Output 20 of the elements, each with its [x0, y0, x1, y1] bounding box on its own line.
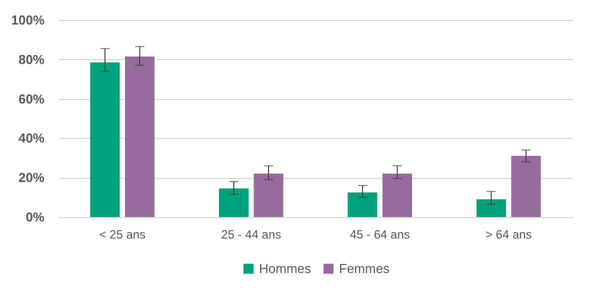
bar — [254, 174, 284, 217]
bar — [218, 188, 249, 217]
y-tick-label: 80% — [18, 52, 45, 67]
y-tick-label: 20% — [18, 170, 45, 186]
bar — [90, 62, 120, 217]
bar — [511, 156, 541, 217]
x-tick-label: 25 - 44 ans — [221, 228, 282, 242]
bar — [382, 174, 412, 217]
x-tick-label: 45 - 64 ans — [350, 228, 410, 242]
y-tick-label: 100% — [11, 12, 45, 28]
bar — [124, 56, 155, 217]
bar — [348, 192, 378, 217]
y-tick-label: 40% — [18, 130, 45, 146]
y-tick-label: 0% — [26, 210, 45, 224]
legend-label: Hommes — [259, 260, 312, 276]
bar — [476, 199, 506, 217]
legend-label: Femmes — [339, 260, 390, 276]
x-tick-label: < 25 ans — [99, 228, 146, 242]
x-tick-label: > 64 ans — [485, 228, 532, 242]
y-tick-label: 60% — [18, 91, 45, 106]
